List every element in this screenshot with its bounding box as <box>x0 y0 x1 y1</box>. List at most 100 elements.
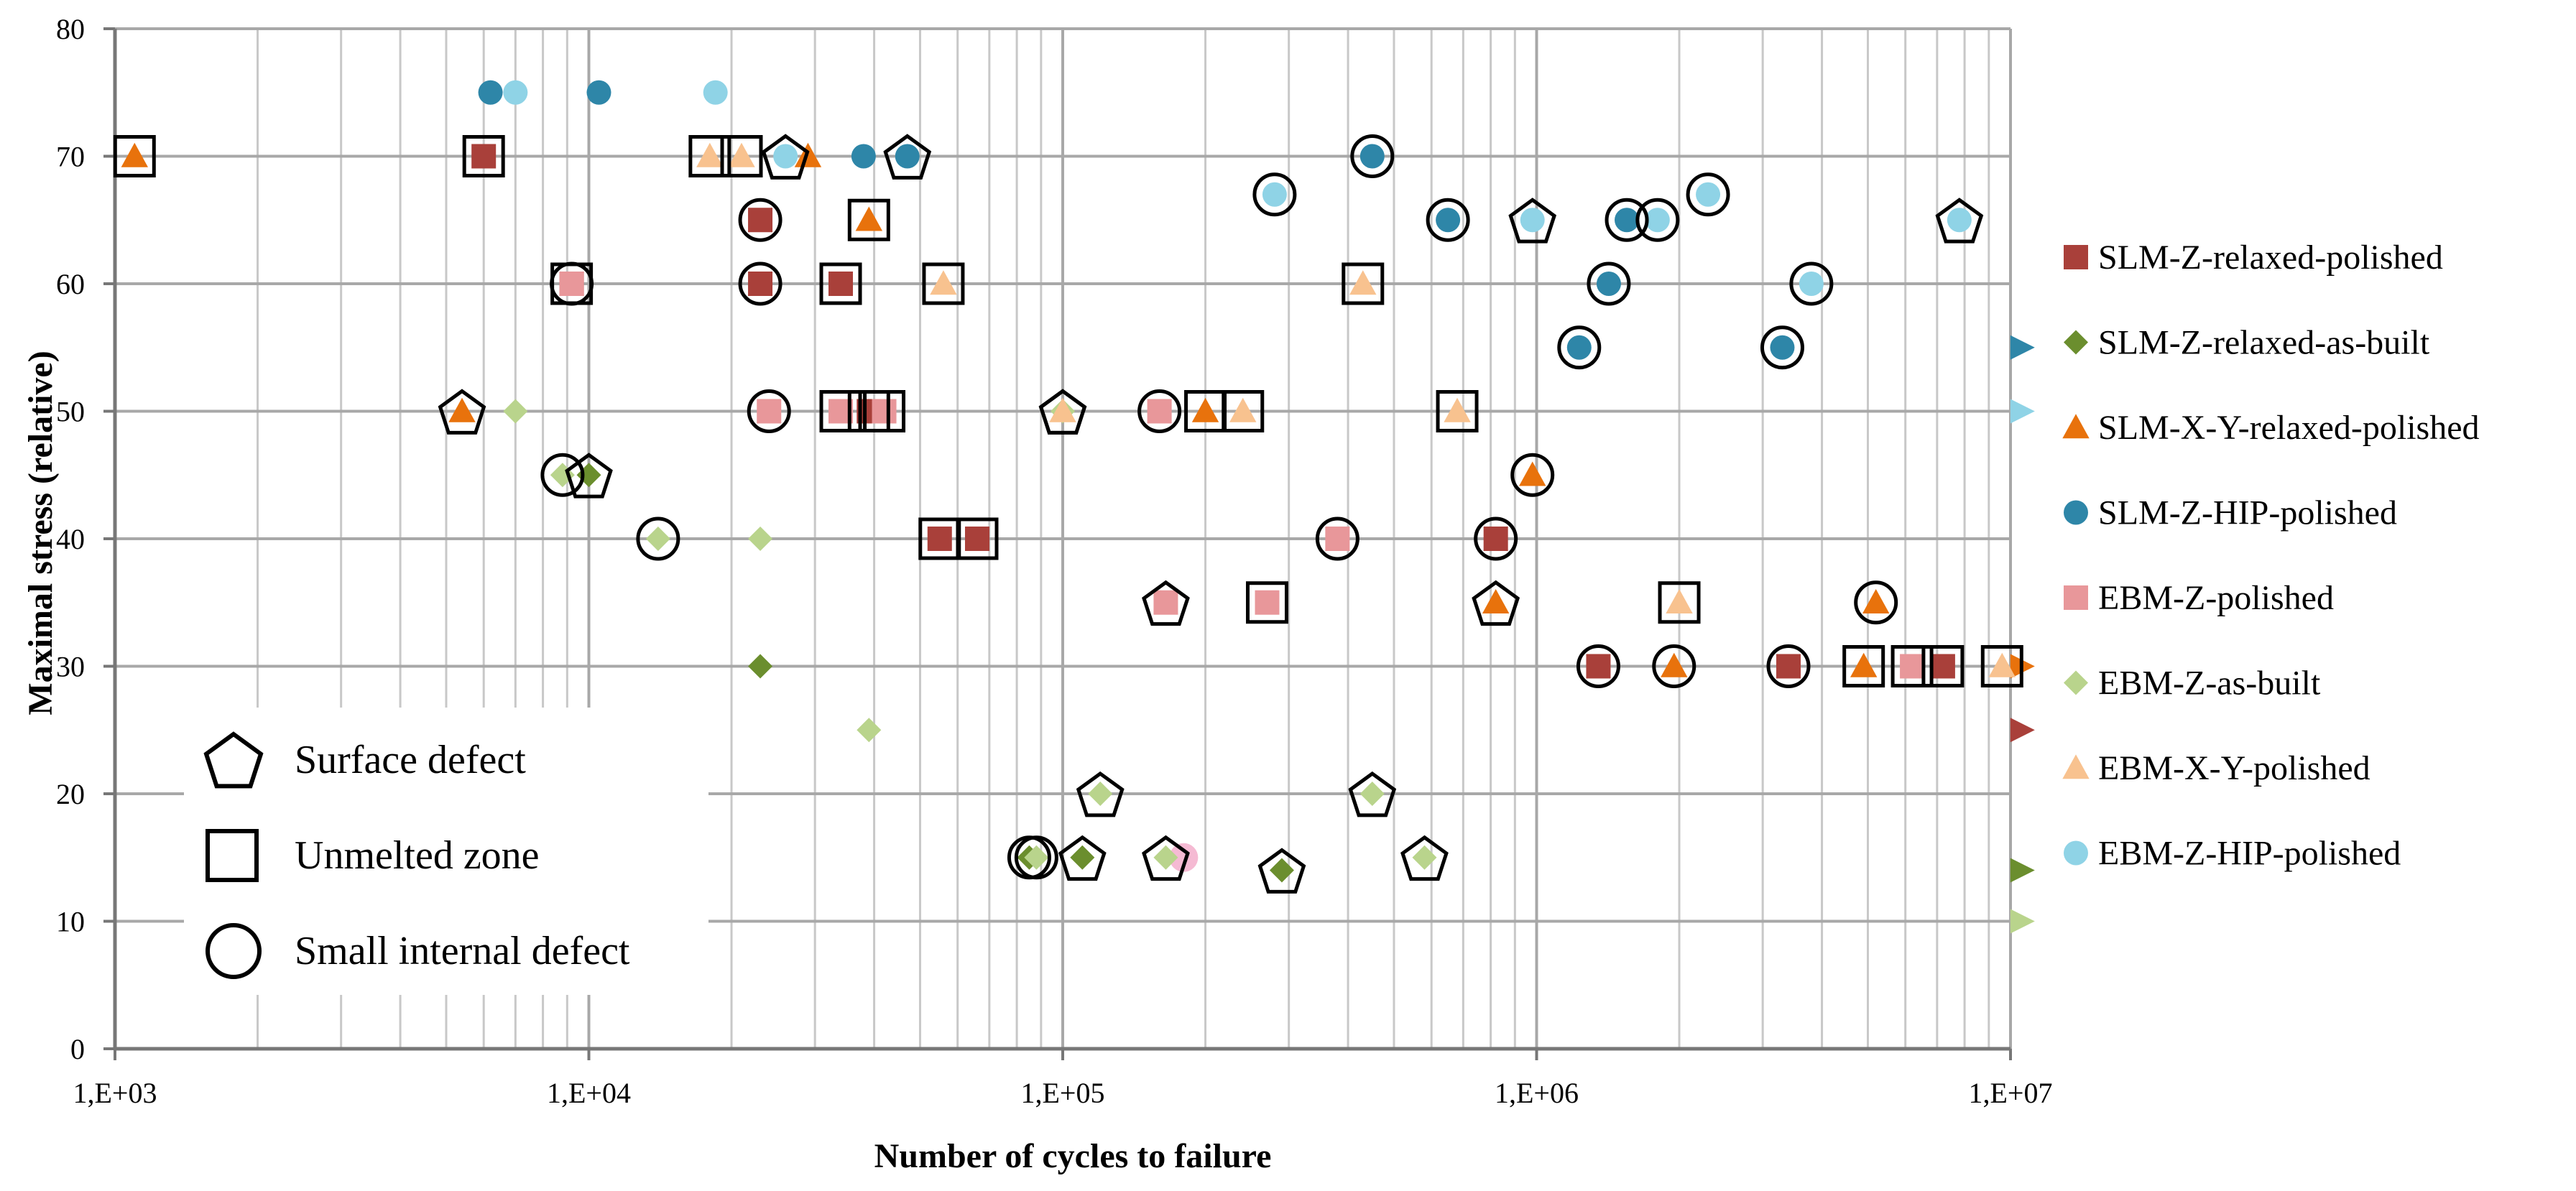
circle-defect-outline <box>1760 325 1804 370</box>
circle-defect-outline <box>1137 389 1182 433</box>
data-point <box>471 144 497 169</box>
data-point <box>1255 590 1280 615</box>
pentagon-defect-outline <box>1257 848 1306 894</box>
data-point <box>872 399 897 424</box>
data-markers <box>121 80 2035 934</box>
series-legend: SLM-Z-relaxed-polished SLM-Z-relaxed-as-b… <box>2062 238 2480 873</box>
data-point <box>851 144 876 169</box>
defect-legend-label: Unmelted zone <box>295 833 540 878</box>
circle-defect-outline <box>1686 172 1730 217</box>
runout-marker <box>2010 909 2035 934</box>
square-defect-outline <box>1980 645 2023 687</box>
circle-defect-outline <box>1766 644 1811 688</box>
runout-marker <box>2010 718 2035 743</box>
legend-label: EBM-Z-polished <box>2098 579 2334 617</box>
circle-defect-outline <box>550 261 594 306</box>
pentagon-defect-outline <box>1935 198 1984 244</box>
circle-defect-outline <box>1350 134 1395 178</box>
square-defect-outline <box>1891 645 1934 687</box>
legend-label: SLM-Z-HIP-polished <box>2098 494 2397 532</box>
data-point <box>1770 335 1795 360</box>
data-point <box>1153 845 1178 870</box>
data-point <box>964 527 989 551</box>
circle-defect-outline <box>738 198 783 242</box>
data-point <box>1666 589 1693 614</box>
legend-item: SLM-Z-relaxed-as-built <box>2064 324 2430 362</box>
square-defect-outline <box>1921 645 1965 687</box>
legend-item: SLM-Z-HIP-polished <box>2064 494 2397 532</box>
data-point <box>1325 527 1350 551</box>
square-defect-outline <box>819 390 862 432</box>
pentagon-defect-outline <box>1400 835 1449 881</box>
square-defect-outline <box>863 390 906 432</box>
pentagon-defect-outline <box>1348 771 1397 817</box>
data-point <box>927 527 952 551</box>
data-point <box>645 527 670 551</box>
legend-item: EBM-Z-as-built <box>2064 664 2321 703</box>
y-tick-label: 0 <box>70 1033 85 1065</box>
square-defect-outline <box>720 135 763 177</box>
defect-legend-label: Small internal defect <box>295 929 630 973</box>
square-defect-outline <box>1842 645 1885 687</box>
data-point <box>1169 843 1199 872</box>
data-point <box>1776 654 1801 679</box>
circle-defect-outline <box>1854 580 1898 625</box>
pentagon-defect-outline <box>1472 580 1520 626</box>
pentagon-defect-outline <box>1142 580 1190 626</box>
legend-label: SLM-Z-relaxed-as-built <box>2098 324 2430 362</box>
surface-defect-icon <box>203 731 264 789</box>
data-point <box>757 399 782 424</box>
square-defect-outline <box>113 135 156 177</box>
circle-defect-outline <box>1315 516 1359 561</box>
data-point <box>895 144 920 169</box>
pentagon-defect-outline <box>1142 835 1190 881</box>
data-point <box>1147 399 1172 424</box>
data-point <box>121 142 148 167</box>
defect-legend: Surface defect Unmelted zone Small interna… <box>184 708 708 995</box>
runout-marker <box>2010 858 2035 883</box>
defect-legend-box <box>184 708 708 995</box>
circle-defect-outline <box>1014 835 1058 880</box>
x-tick-label: 1,E+03 <box>73 1077 157 1109</box>
legend-item: SLM-X-Y-relaxed-polished <box>2062 409 2480 447</box>
legend-item: EBM-Z-HIP-polished <box>2064 835 2401 873</box>
square-defect-outline <box>956 517 999 560</box>
x-tick-label: 1,E+04 <box>547 1077 631 1109</box>
circle-defect-outline <box>1635 198 1680 242</box>
data-point <box>1799 272 1824 296</box>
data-point <box>1436 208 1461 233</box>
data-point <box>1615 208 1640 233</box>
unmelted-zone-icon <box>206 829 259 882</box>
pentagon-defect-outline <box>565 453 613 499</box>
x-tick-label: 1,E+07 <box>1969 1077 2053 1109</box>
data-point <box>586 80 611 105</box>
legend-marker <box>2064 500 2088 525</box>
legend-item: EBM-Z-polished <box>2064 579 2334 617</box>
data-point <box>828 272 854 296</box>
x-axis-label: Number of cycles to failure <box>874 1137 1272 1175</box>
circle-defect-outline <box>1474 516 1518 561</box>
tick-labels: 1,E+03 1,E+04 1,E+05 1,E+06 1,E+07 0 10 20 30 40 5… <box>56 13 2053 1109</box>
square-defect-outline <box>847 198 890 241</box>
pentagon-defect-outline <box>883 134 932 180</box>
small-internal-defect-icon <box>206 923 262 979</box>
circle-defect-outline <box>1557 325 1602 370</box>
data-point <box>696 142 724 167</box>
data-point <box>1520 208 1545 233</box>
data-point <box>1586 654 1611 679</box>
legend-label: SLM-Z-relaxed-polished <box>2098 238 2443 277</box>
circle-defect-outline <box>1587 261 1631 306</box>
pentagon-defect-outline <box>1076 771 1125 817</box>
y-tick-label: 40 <box>56 523 85 555</box>
data-point <box>559 272 584 296</box>
data-point <box>1900 654 1925 679</box>
circle-defect-outline <box>1652 644 1696 688</box>
y-tick-label: 80 <box>56 13 85 45</box>
defect-legend-label: Surface defect <box>295 738 526 782</box>
data-point <box>1229 397 1257 422</box>
data-point <box>1049 397 1076 422</box>
data-point <box>1262 182 1287 207</box>
legend-marker <box>2062 754 2090 779</box>
y-tick-label: 20 <box>56 778 85 810</box>
y-tick-label: 30 <box>56 651 85 683</box>
